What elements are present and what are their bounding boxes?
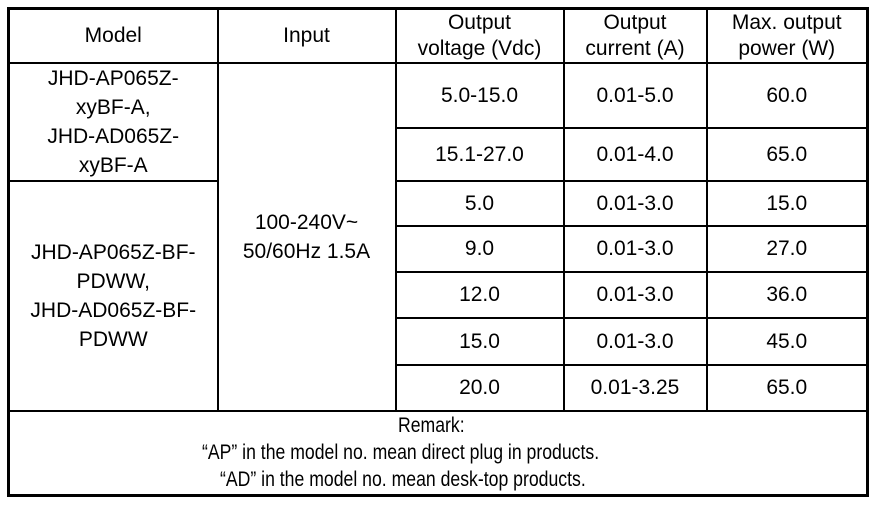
table-row: 15.0 0.01-3.0 45.0	[9, 317, 869, 366]
voltage-cell: 20.0	[394, 364, 565, 412]
voltage-cell: 12.0	[394, 271, 565, 319]
power-cell: 60.0	[705, 62, 869, 129]
power-cell: 45.0	[705, 317, 869, 366]
col-header-output-current: Output current (A)	[562, 7, 708, 64]
power-cell: 65.0	[705, 127, 869, 182]
power-cell: 15.0	[705, 180, 869, 227]
table-row: 15.1-27.0 0.01-4.0 65.0	[9, 127, 869, 182]
voltage-cell: 9.0	[394, 225, 565, 273]
col-header-max-power: Max. output power (W)	[705, 7, 869, 64]
table-row: 20.0 0.01-3.25 65.0	[9, 364, 869, 412]
voltage-cell: 5.0-15.0	[394, 62, 565, 129]
current-cell: 0.01-3.0	[562, 317, 708, 366]
col-header-output-voltage: Output voltage (Vdc)	[394, 7, 565, 64]
power-cell: 65.0	[705, 364, 869, 412]
power-spec-table: Model Input Output voltage (Vdc) Output …	[7, 7, 869, 497]
col-header-input: Input	[216, 7, 397, 64]
remark-cell: Remark: “AP” in the model no. mean direc…	[7, 410, 869, 496]
model-group-a-cell: JHD-AP065Z- xyBF-A, JHD-AD065Z- xyBF-A	[7, 62, 219, 182]
current-cell: 0.01-4.0	[562, 127, 708, 182]
table-row: 12.0 0.01-3.0 36.0	[9, 271, 869, 319]
current-cell: 0.01-3.0	[562, 271, 708, 319]
remark-line-1: “AP” in the model no. mean direct plug i…	[201, 441, 599, 465]
header-row: Model Input Output voltage (Vdc) Output …	[7, 7, 869, 64]
power-cell: 36.0	[705, 271, 869, 319]
voltage-cell: 15.0	[394, 317, 565, 366]
current-cell: 0.01-3.0	[562, 225, 708, 273]
table-row: JHD-AP065Z- xyBF-A, JHD-AD065Z- xyBF-A 1…	[7, 62, 869, 412]
current-cell: 0.01-5.0	[562, 62, 708, 129]
remark-row: Remark: “AP” in the model no. mean direc…	[7, 410, 869, 496]
voltage-cell: 5.0	[394, 180, 565, 227]
table-row: JHD-AP065Z-BF- PDWW, JHD-AD065Z-BF- PDWW…	[7, 180, 869, 412]
col-header-model: Model	[7, 7, 219, 64]
remark-title: Remark:	[398, 414, 465, 438]
current-cell: 0.01-3.0	[562, 180, 708, 227]
table-row: 9.0 0.01-3.0 27.0	[9, 225, 869, 273]
power-cell: 27.0	[705, 225, 869, 273]
voltage-cell: 15.1-27.0	[394, 127, 565, 182]
input-cell: 100-240V~ 50/60Hz 1.5A	[216, 62, 397, 412]
remark-line-2: “AD” in the model no. mean desk-top prod…	[220, 468, 587, 492]
current-cell: 0.01-3.25	[562, 364, 708, 412]
model-group-b-cell: JHD-AP065Z-BF- PDWW, JHD-AD065Z-BF- PDWW	[7, 180, 219, 412]
